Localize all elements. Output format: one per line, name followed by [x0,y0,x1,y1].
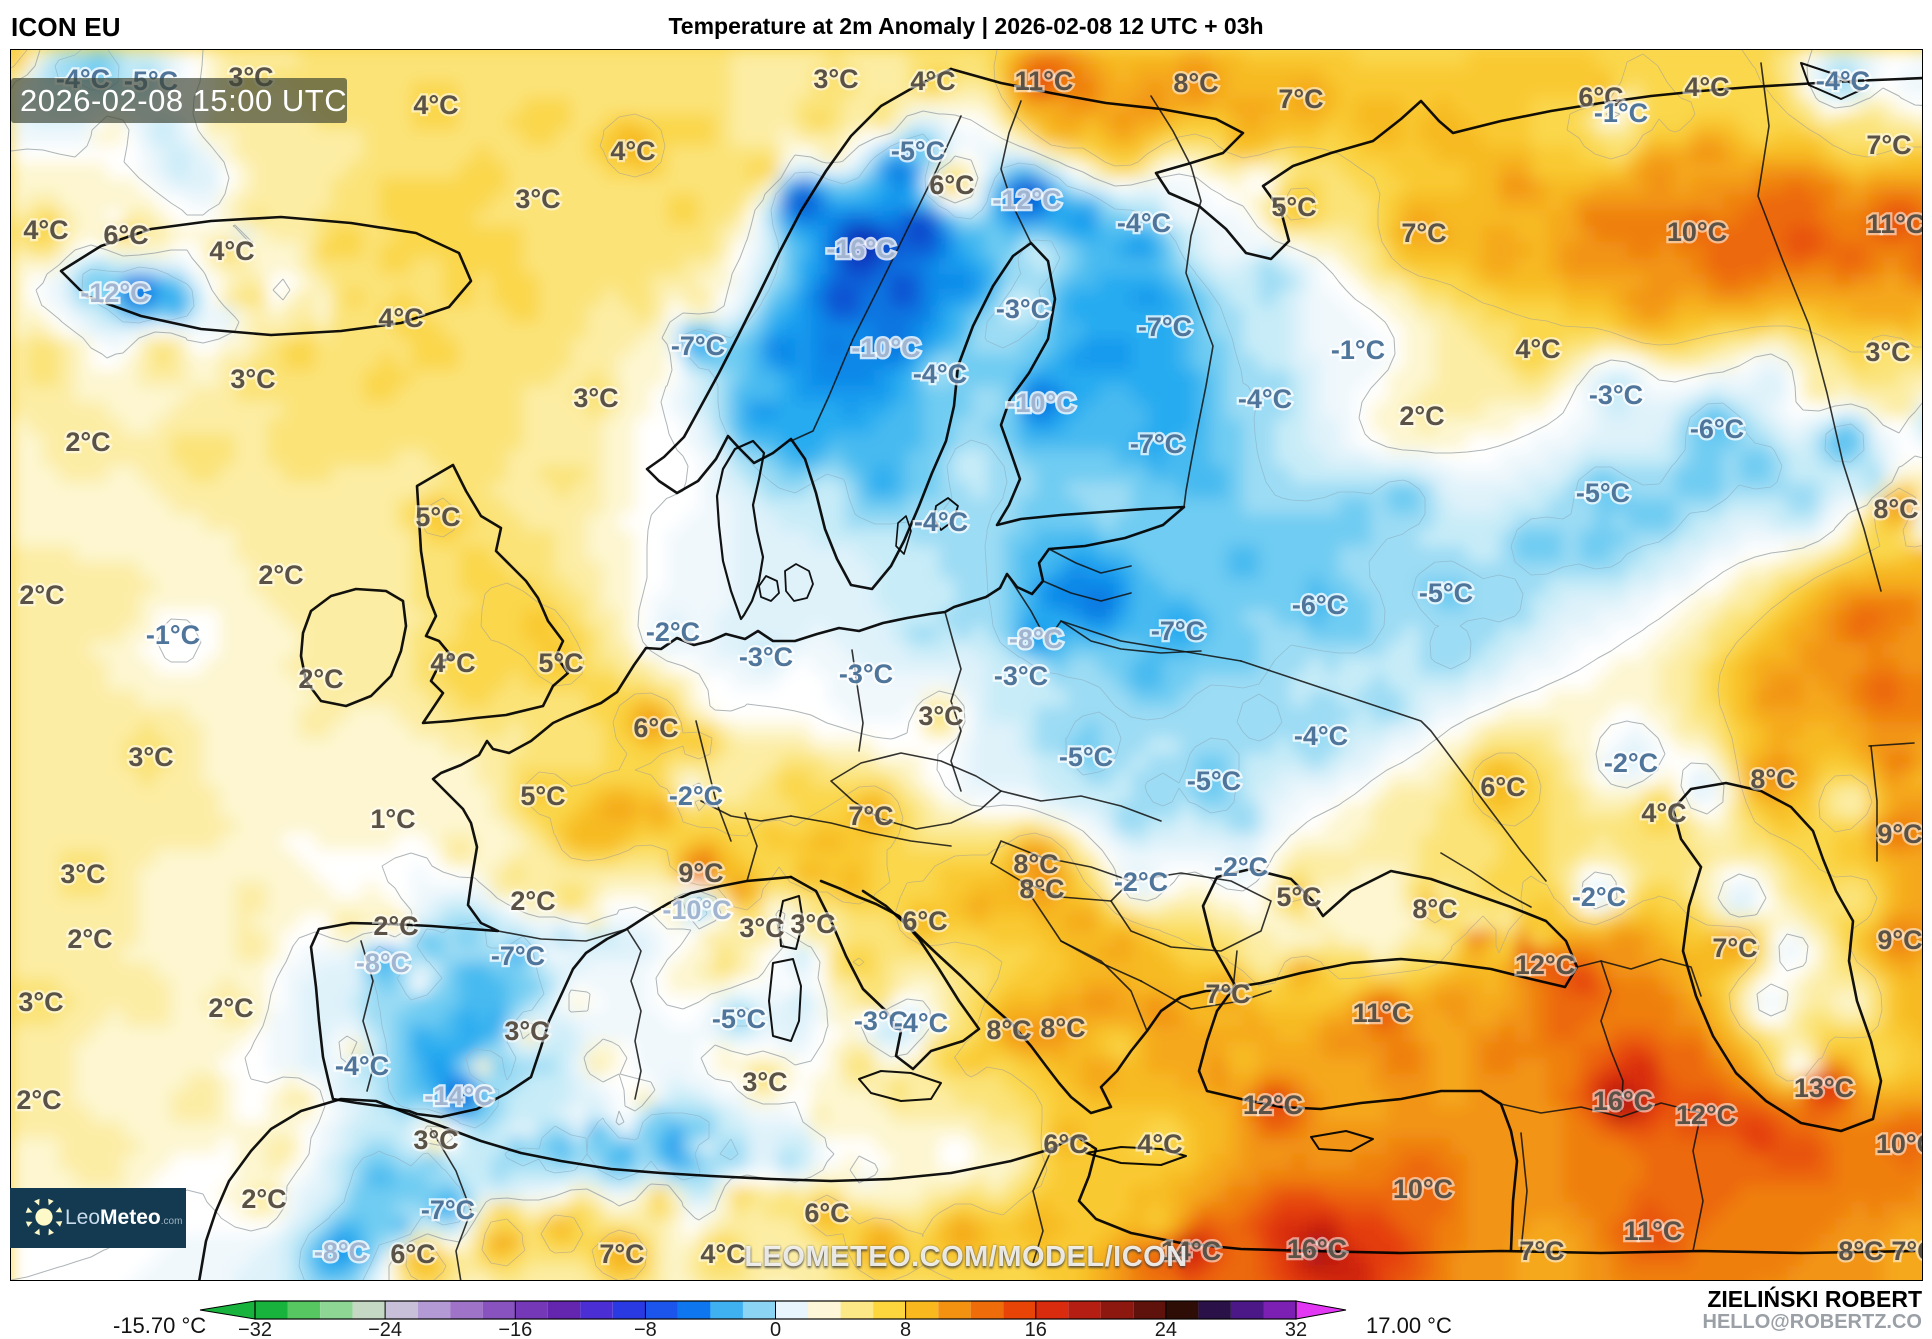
svg-text:32: 32 [1285,1319,1307,1338]
svg-text:−16: −16 [498,1319,532,1338]
svg-text:−32: −32 [238,1319,272,1338]
svg-text:24: 24 [1155,1319,1177,1338]
svg-text:−24: −24 [368,1319,402,1338]
svg-text:16: 16 [1025,1319,1047,1338]
svg-text:0: 0 [770,1319,781,1338]
svg-text:8: 8 [900,1319,911,1338]
svg-text:−8: −8 [634,1319,657,1338]
